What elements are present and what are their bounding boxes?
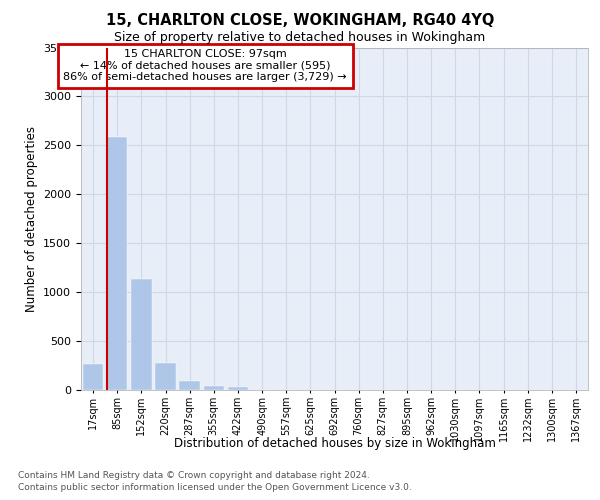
Text: Contains HM Land Registry data © Crown copyright and database right 2024.: Contains HM Land Registry data © Crown c… bbox=[18, 471, 370, 480]
Bar bbox=[107, 136, 127, 390]
Bar bbox=[131, 280, 152, 390]
Text: 15 CHARLTON CLOSE: 97sqm
← 14% of detached houses are smaller (595)
86% of semi-: 15 CHARLTON CLOSE: 97sqm ← 14% of detach… bbox=[64, 49, 347, 82]
Text: Size of property relative to detached houses in Wokingham: Size of property relative to detached ho… bbox=[115, 32, 485, 44]
Text: Distribution of detached houses by size in Wokingham: Distribution of detached houses by size … bbox=[174, 438, 496, 450]
Bar bbox=[203, 386, 224, 390]
Bar bbox=[227, 386, 248, 390]
Bar bbox=[155, 362, 176, 390]
Text: Contains public sector information licensed under the Open Government Licence v3: Contains public sector information licen… bbox=[18, 484, 412, 492]
Bar bbox=[83, 364, 103, 390]
Bar bbox=[179, 380, 200, 390]
Text: 15, CHARLTON CLOSE, WOKINGHAM, RG40 4YQ: 15, CHARLTON CLOSE, WOKINGHAM, RG40 4YQ bbox=[106, 13, 494, 28]
Y-axis label: Number of detached properties: Number of detached properties bbox=[25, 126, 38, 312]
